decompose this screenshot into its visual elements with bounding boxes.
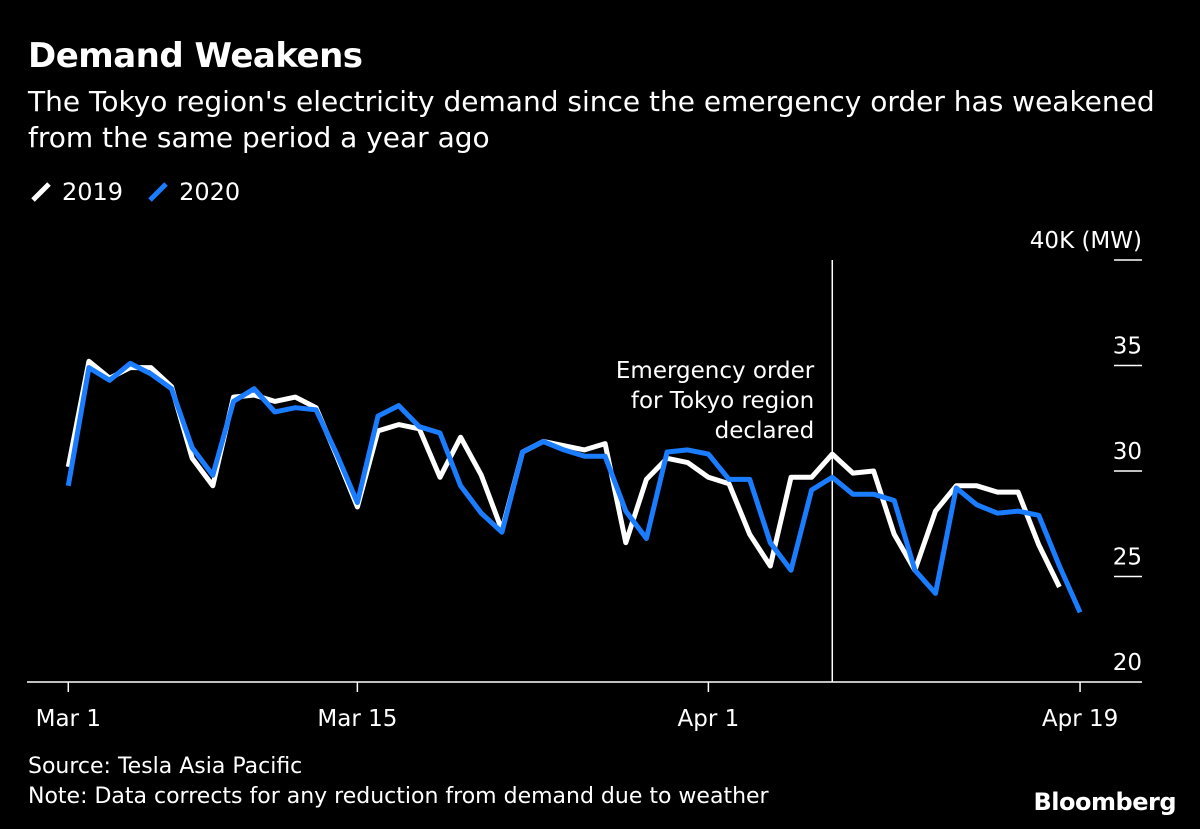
annotation-text-line-3: declared [715,418,815,444]
series-line-2020 [65,360,1083,614]
legend-item-2019: 2019 [28,178,123,206]
series-line-2019 [65,358,1062,589]
chart-subtitle: The Tokyo region's electricity demand si… [28,85,1155,154]
x-tick-label-1: Mar 1 [36,706,101,732]
legend-item-2020: 2020 [145,178,240,206]
source-note: Source: Tesla Asia Pacific [28,754,303,779]
annotation-text-line-1: Emergency order [616,358,815,384]
bloomberg-logo: Bloomberg [1033,788,1177,816]
annotation-text-line-2: for Tokyo region [631,388,814,414]
x-tick-label-50: Apr 19 [1042,706,1118,732]
y-tick-label-20: 20 [1113,650,1142,676]
y-tick-label-30: 30 [1113,439,1142,465]
legend-swatch-2020-mark [148,182,168,202]
legend-swatch-2019 [31,182,51,202]
x-tick-label-32: Apr 1 [678,706,740,732]
legend-swatch-2020 [148,182,168,202]
chart-title: Demand Weakens [28,36,363,76]
y-tick-label-35: 35 [1113,334,1142,360]
legend: 2019 2020 [28,178,262,206]
legend-swatch-2019-mark [31,182,51,202]
x-tick-label-15: Mar 15 [317,706,397,732]
methodology-note: Note: Data corrects for any reduction fr… [28,784,769,809]
legend-label-2019: 2019 [62,178,124,206]
legend-label-2020: 2020 [179,178,241,206]
y-tick-label-40: 40K (MW) [1030,228,1142,254]
y-tick-label-25: 25 [1113,545,1142,571]
